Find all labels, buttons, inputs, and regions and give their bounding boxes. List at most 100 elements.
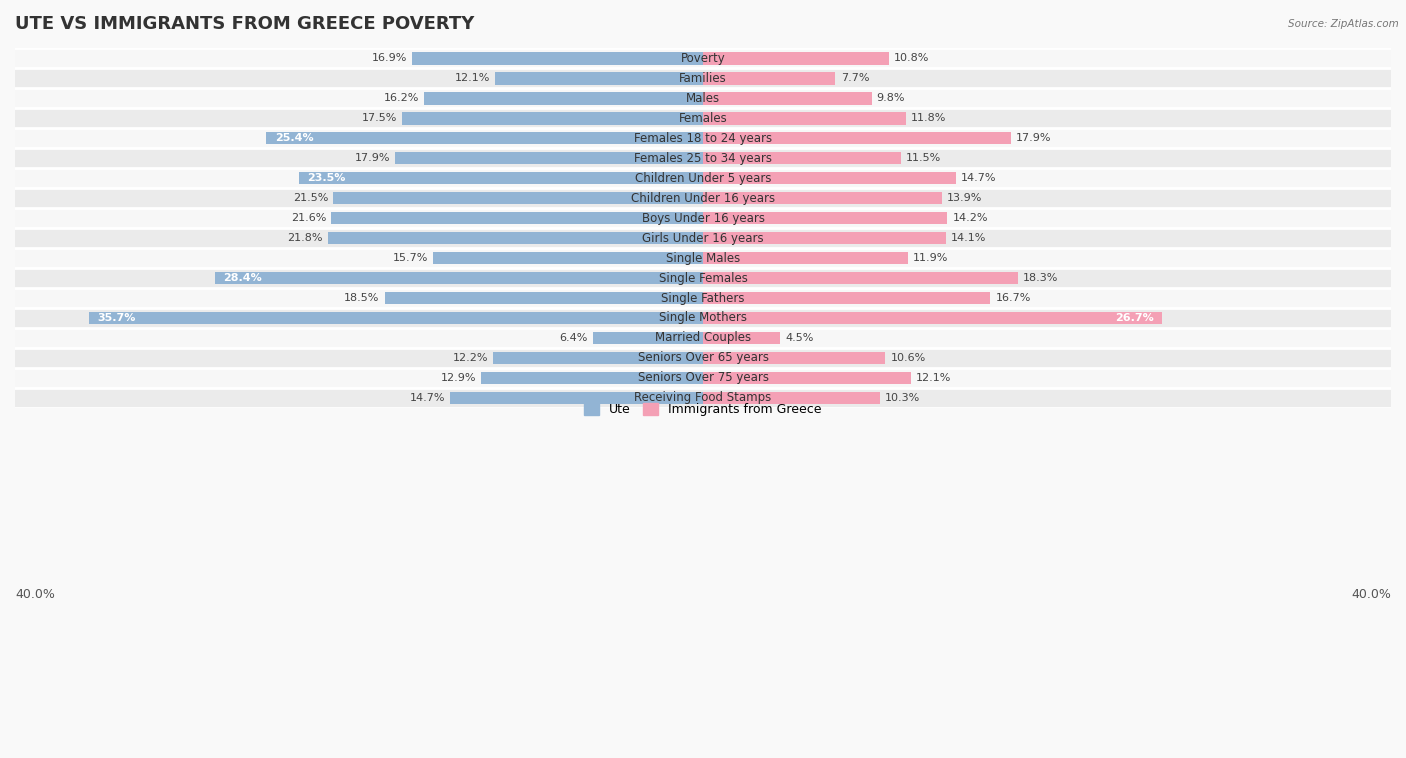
Bar <box>15 368 1391 388</box>
Bar <box>15 248 1391 268</box>
Bar <box>15 348 1391 368</box>
Text: 40.0%: 40.0% <box>15 587 55 600</box>
Text: 16.7%: 16.7% <box>995 293 1031 303</box>
Bar <box>703 192 942 205</box>
Text: Single Females: Single Females <box>658 271 748 284</box>
Text: 4.5%: 4.5% <box>786 333 814 343</box>
Text: UTE VS IMMIGRANTS FROM GREECE POVERTY: UTE VS IMMIGRANTS FROM GREECE POVERTY <box>15 15 474 33</box>
Text: Children Under 16 years: Children Under 16 years <box>631 192 775 205</box>
Text: 6.4%: 6.4% <box>560 333 588 343</box>
Text: Females: Females <box>679 112 727 125</box>
Text: 10.6%: 10.6% <box>890 353 925 363</box>
Bar <box>15 49 1391 68</box>
Text: Poverty: Poverty <box>681 52 725 65</box>
Text: 11.8%: 11.8% <box>911 114 946 124</box>
Text: Boys Under 16 years: Boys Under 16 years <box>641 211 765 224</box>
Text: 14.7%: 14.7% <box>409 393 446 402</box>
Bar <box>703 312 1163 324</box>
Bar <box>703 392 880 404</box>
Text: 11.5%: 11.5% <box>905 153 941 163</box>
Bar <box>593 332 703 344</box>
Bar <box>15 149 1391 168</box>
Text: 10.8%: 10.8% <box>894 53 929 64</box>
Text: Males: Males <box>686 92 720 105</box>
Text: 18.3%: 18.3% <box>1024 273 1059 283</box>
Text: Seniors Over 75 years: Seniors Over 75 years <box>637 371 769 384</box>
Text: 17.9%: 17.9% <box>354 153 389 163</box>
Text: Females 18 to 24 years: Females 18 to 24 years <box>634 132 772 145</box>
Text: 28.4%: 28.4% <box>224 273 262 283</box>
Text: 7.7%: 7.7% <box>841 74 869 83</box>
Text: Single Males: Single Males <box>666 252 740 265</box>
Text: 21.5%: 21.5% <box>292 193 328 203</box>
Bar <box>332 212 703 224</box>
Bar <box>15 288 1391 308</box>
Text: Families: Families <box>679 72 727 85</box>
Bar <box>15 89 1391 108</box>
Bar <box>703 132 1011 145</box>
Text: 40.0%: 40.0% <box>1351 587 1391 600</box>
Text: Females 25 to 34 years: Females 25 to 34 years <box>634 152 772 164</box>
Bar <box>15 308 1391 328</box>
Bar <box>450 392 703 404</box>
Bar <box>703 212 948 224</box>
Bar <box>703 152 901 164</box>
Bar <box>15 188 1391 208</box>
Bar <box>15 388 1391 408</box>
Text: 18.5%: 18.5% <box>344 293 380 303</box>
Bar <box>703 292 990 304</box>
Text: 14.1%: 14.1% <box>950 233 986 243</box>
Bar <box>15 228 1391 248</box>
Text: 12.1%: 12.1% <box>917 373 952 383</box>
Bar <box>15 208 1391 228</box>
Bar <box>495 72 703 85</box>
Bar <box>481 371 703 384</box>
Bar <box>215 272 703 284</box>
Text: Receiving Food Stamps: Receiving Food Stamps <box>634 391 772 404</box>
Text: Single Mothers: Single Mothers <box>659 312 747 324</box>
Text: 10.3%: 10.3% <box>886 393 921 402</box>
Bar <box>703 272 1018 284</box>
Text: 16.9%: 16.9% <box>371 53 408 64</box>
Text: Girls Under 16 years: Girls Under 16 years <box>643 232 763 245</box>
Text: 21.8%: 21.8% <box>287 233 323 243</box>
Text: 25.4%: 25.4% <box>274 133 314 143</box>
Bar <box>703 72 835 85</box>
Text: 12.1%: 12.1% <box>454 74 489 83</box>
Bar <box>703 352 886 364</box>
Bar <box>395 152 703 164</box>
Text: Source: ZipAtlas.com: Source: ZipAtlas.com <box>1288 19 1399 29</box>
Bar <box>703 332 780 344</box>
Text: 35.7%: 35.7% <box>97 313 136 323</box>
Bar <box>266 132 703 145</box>
Bar <box>703 112 905 124</box>
Text: 12.9%: 12.9% <box>440 373 477 383</box>
Legend: Ute, Immigrants from Greece: Ute, Immigrants from Greece <box>579 399 827 421</box>
Bar <box>703 172 956 184</box>
Bar <box>703 232 945 244</box>
Bar <box>703 92 872 105</box>
Text: 9.8%: 9.8% <box>877 93 905 103</box>
Text: 17.5%: 17.5% <box>361 114 396 124</box>
Text: Married Couples: Married Couples <box>655 331 751 344</box>
Bar <box>433 252 703 265</box>
Text: 23.5%: 23.5% <box>308 174 346 183</box>
Bar <box>385 292 703 304</box>
Text: 13.9%: 13.9% <box>948 193 983 203</box>
Bar <box>15 68 1391 89</box>
Text: 11.9%: 11.9% <box>912 253 948 263</box>
Text: 12.2%: 12.2% <box>453 353 488 363</box>
Text: Seniors Over 65 years: Seniors Over 65 years <box>637 352 769 365</box>
Text: 15.7%: 15.7% <box>392 253 427 263</box>
Bar <box>425 92 703 105</box>
Bar <box>402 112 703 124</box>
Bar <box>703 371 911 384</box>
Text: 17.9%: 17.9% <box>1017 133 1052 143</box>
Bar <box>328 232 703 244</box>
Bar <box>333 192 703 205</box>
Text: Children Under 5 years: Children Under 5 years <box>634 172 772 185</box>
Text: 14.2%: 14.2% <box>952 213 988 223</box>
Bar <box>89 312 703 324</box>
Bar <box>494 352 703 364</box>
Bar <box>412 52 703 64</box>
